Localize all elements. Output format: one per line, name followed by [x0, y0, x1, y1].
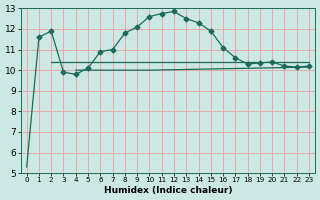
X-axis label: Humidex (Indice chaleur): Humidex (Indice chaleur) — [104, 186, 232, 195]
